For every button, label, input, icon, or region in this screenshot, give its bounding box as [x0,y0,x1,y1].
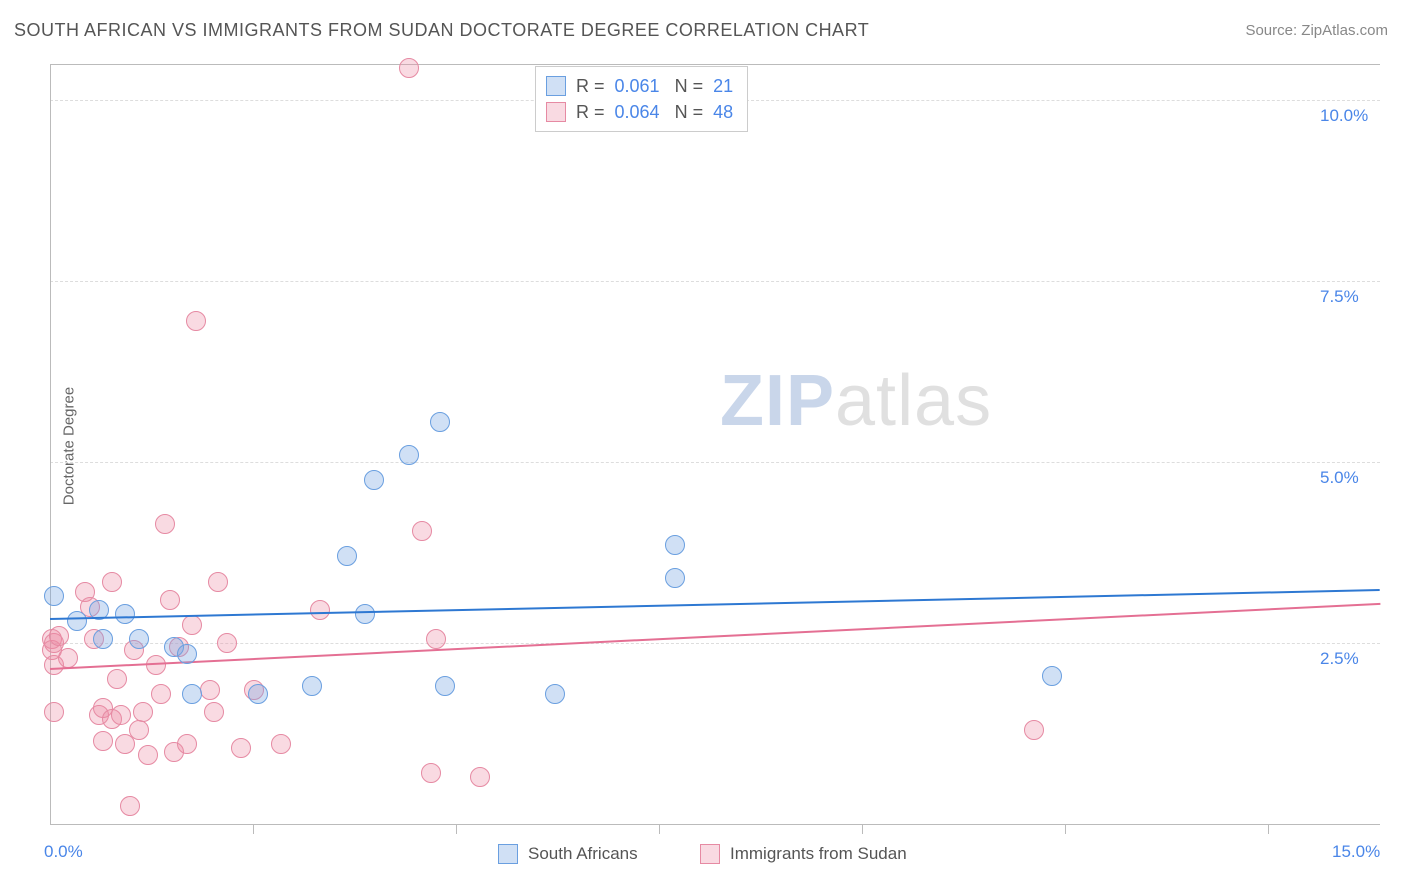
gridline [50,643,1380,644]
legend-label-sd: Immigrants from Sudan [730,844,907,864]
stats-r-label: R = [576,99,605,125]
x-tick [1065,824,1066,834]
scatter-point-sa [364,470,384,490]
scatter-point-sd [412,521,432,541]
scatter-point-sa [248,684,268,704]
x-tick-label: 0.0% [44,842,83,862]
swatch-sa [498,844,518,864]
x-tick-label: 15.0% [1332,842,1380,862]
scatter-point-sd [204,702,224,722]
legend-label-sa: South Africans [528,844,638,864]
trend-line-sa [50,589,1380,620]
scatter-point-sd [310,600,330,620]
y-tick-label: 7.5% [1320,287,1359,307]
x-tick [456,824,457,834]
stats-row-sd: R = 0.064 N = 48 [546,99,733,125]
scatter-point-sd [129,720,149,740]
scatter-point-sd [182,615,202,635]
chart-title: SOUTH AFRICAN VS IMMIGRANTS FROM SUDAN D… [14,20,869,41]
scatter-point-sa [665,568,685,588]
scatter-point-sd [186,311,206,331]
scatter-point-sa [430,412,450,432]
correlation-chart: SOUTH AFRICAN VS IMMIGRANTS FROM SUDAN D… [0,0,1406,892]
scatter-point-sa [67,611,87,631]
scatter-point-sa [399,445,419,465]
y-tick-label: 5.0% [1320,468,1359,488]
stats-n-sd: 48 [713,99,733,125]
scatter-point-sd [107,669,127,689]
plot-area [50,64,1380,824]
scatter-point-sd [231,738,251,758]
scatter-point-sa [93,629,113,649]
x-tick [659,824,660,834]
stats-n-sa: 21 [713,73,733,99]
scatter-point-sd [271,734,291,754]
scatter-point-sa [1042,666,1062,686]
scatter-point-sa [115,604,135,624]
scatter-point-sd [426,629,446,649]
stats-r-sa: 0.061 [615,73,660,99]
scatter-point-sd [399,58,419,78]
stats-r-sd: 0.064 [615,99,660,125]
x-tick [1268,824,1269,834]
x-tick [862,824,863,834]
scatter-point-sa [435,676,455,696]
scatter-point-sd [217,633,237,653]
scatter-point-sd [200,680,220,700]
scatter-point-sd [138,745,158,765]
scatter-point-sd [160,590,180,610]
stats-n-label: N = [670,73,704,99]
scatter-point-sa [182,684,202,704]
scatter-point-sd [44,702,64,722]
scatter-point-sd [49,626,69,646]
legend-item-sa: South Africans [498,844,638,864]
stats-r-label: R = [576,73,605,99]
swatch-sa [546,76,566,96]
scatter-point-sd [177,734,197,754]
scatter-point-sd [111,705,131,725]
swatch-sd [700,844,720,864]
x-tick [253,824,254,834]
scatter-point-sd [470,767,490,787]
gridline [50,462,1380,463]
scatter-point-sa [665,535,685,555]
scatter-point-sd [208,572,228,592]
scatter-point-sd [93,731,113,751]
scatter-point-sa [44,586,64,606]
scatter-point-sd [120,796,140,816]
scatter-point-sa [337,546,357,566]
scatter-point-sd [151,684,171,704]
scatter-point-sd [1024,720,1044,740]
scatter-point-sd [58,648,78,668]
stats-n-label: N = [670,99,704,125]
legend-item-sd: Immigrants from Sudan [700,844,907,864]
y-tick-label: 2.5% [1320,649,1359,669]
stats-row-sa: R = 0.061 N = 21 [546,73,733,99]
y-tick-label: 10.0% [1320,106,1368,126]
scatter-point-sa [355,604,375,624]
scatter-point-sd [133,702,153,722]
source-label: Source: ZipAtlas.com [1245,22,1388,39]
scatter-point-sa [177,644,197,664]
scatter-point-sa [302,676,322,696]
swatch-sd [546,102,566,122]
scatter-point-sd [155,514,175,534]
gridline [50,281,1380,282]
scatter-point-sd [102,572,122,592]
scatter-point-sa [129,629,149,649]
stats-box: R = 0.061 N = 21 R = 0.064 N = 48 [535,66,748,132]
scatter-point-sa [545,684,565,704]
scatter-point-sd [421,763,441,783]
